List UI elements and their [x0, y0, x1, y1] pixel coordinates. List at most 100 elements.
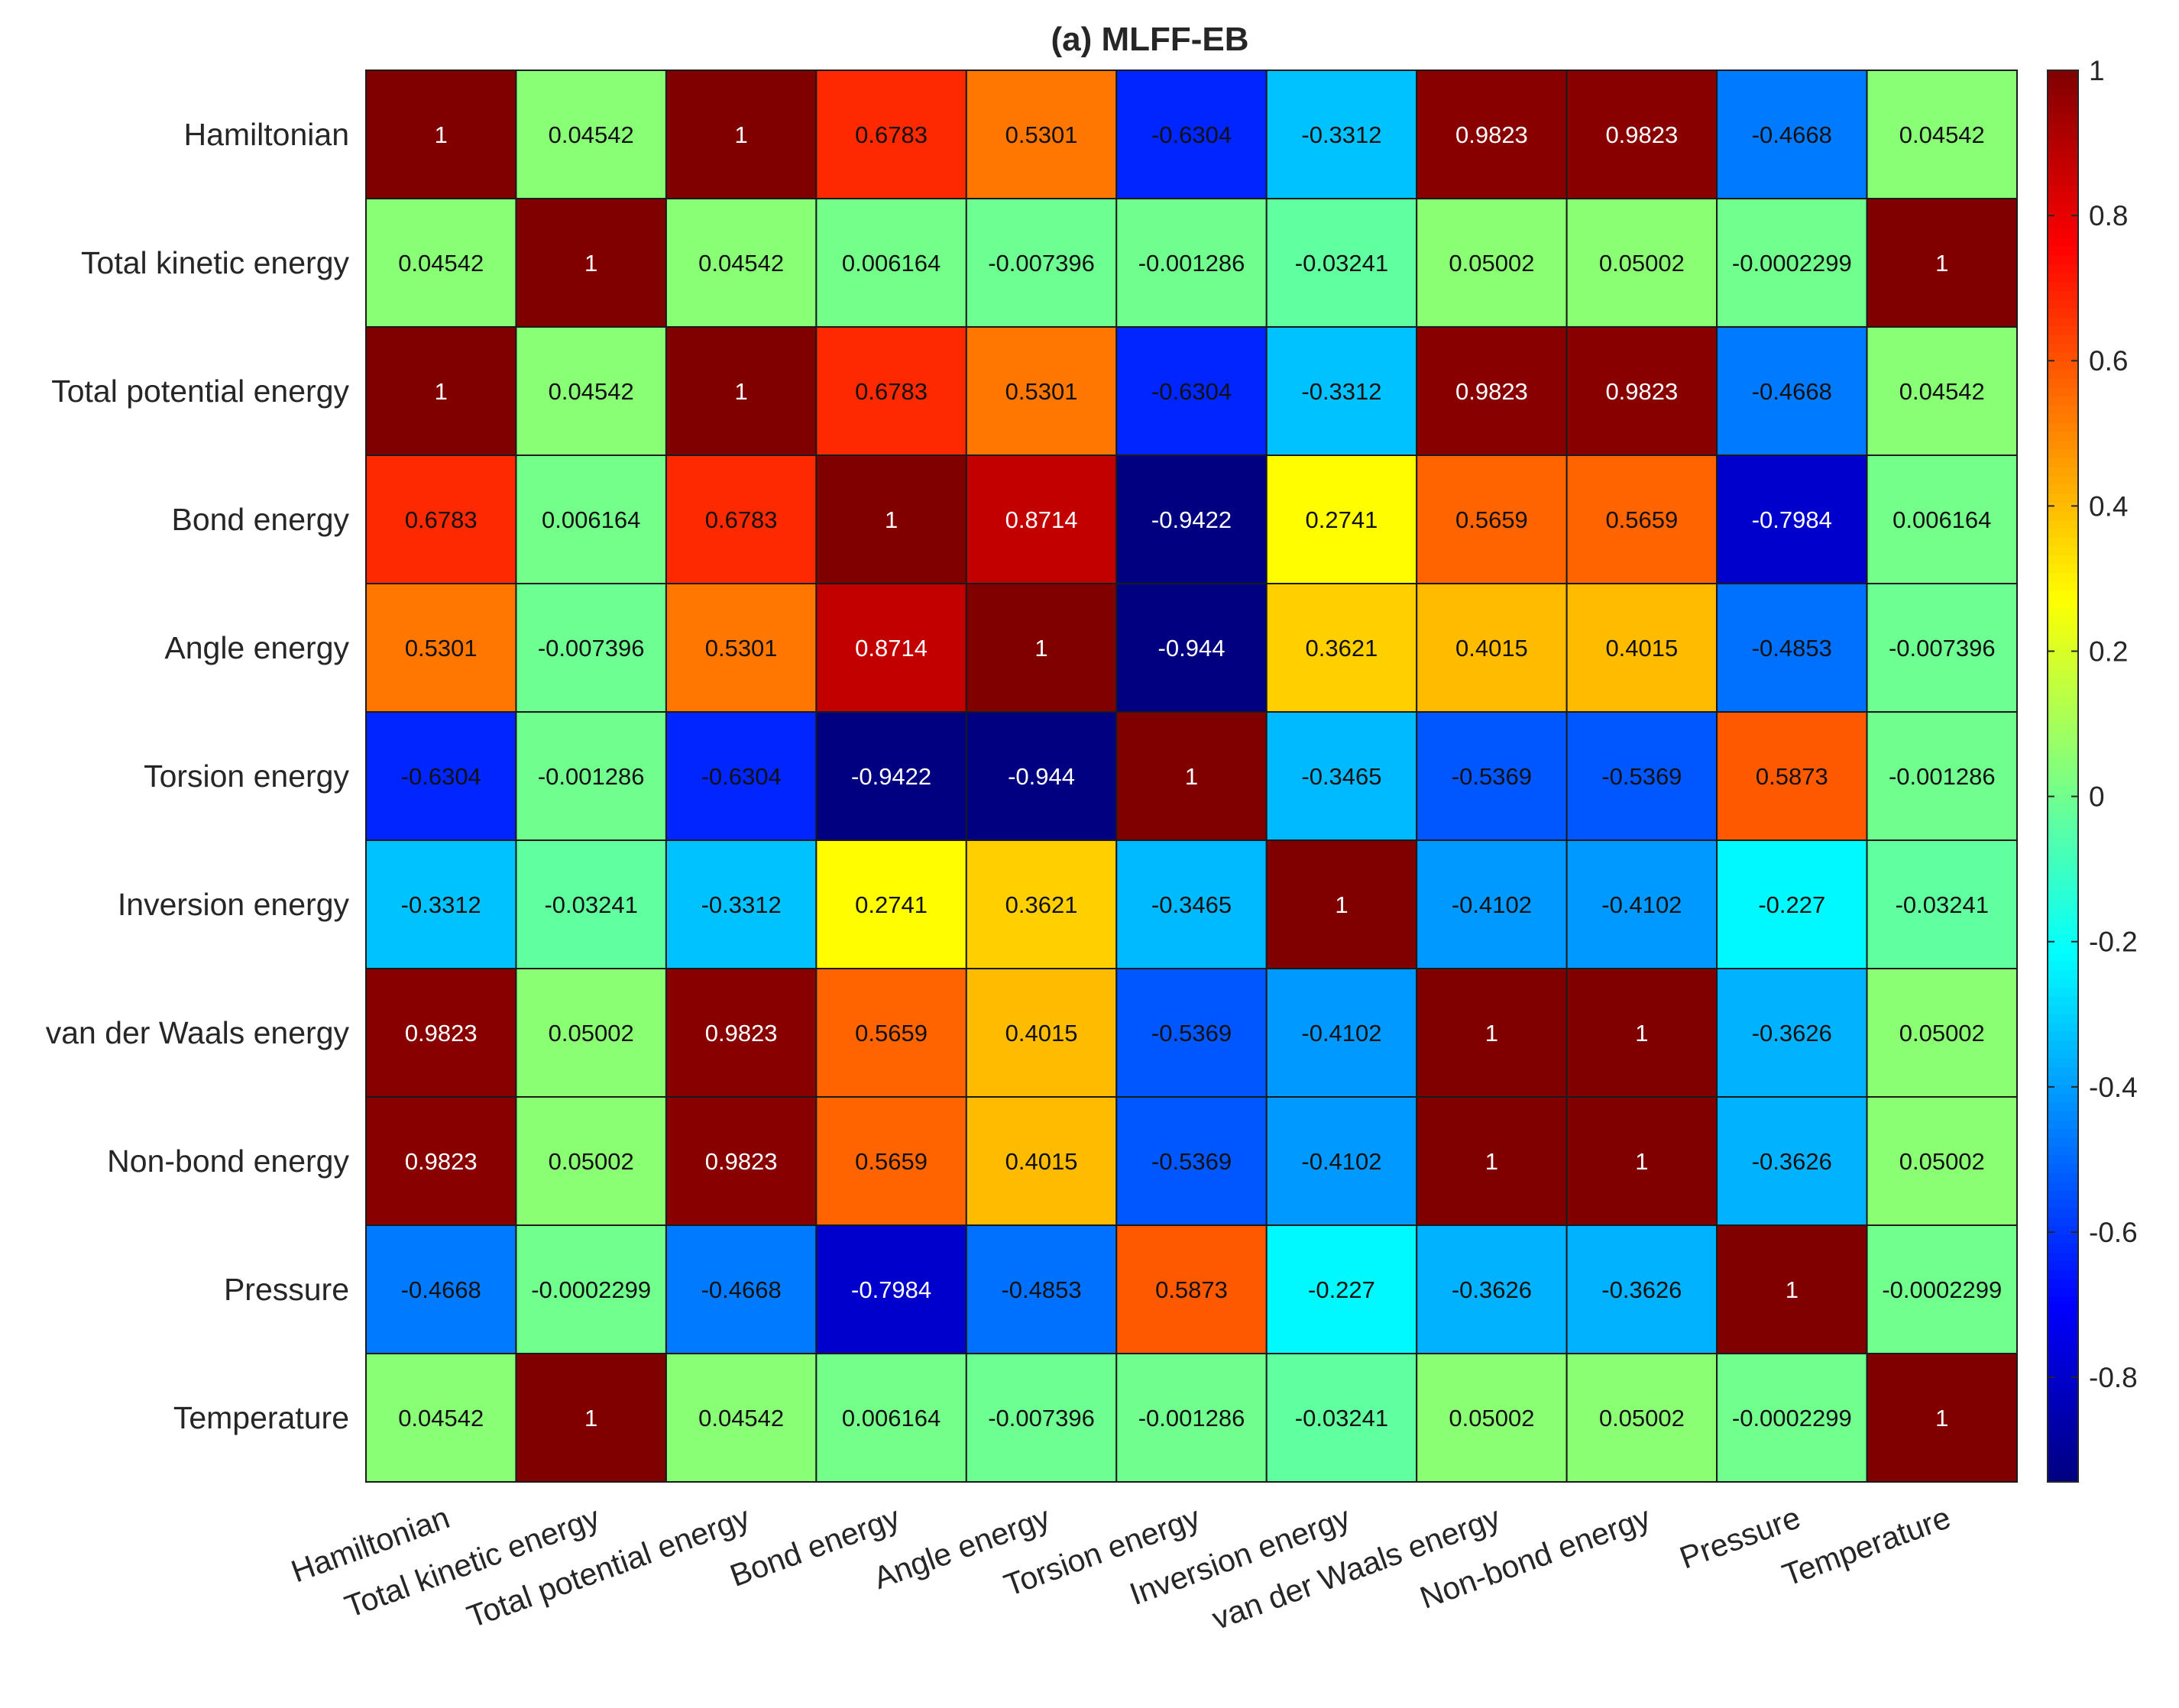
colorbar-segment [2048, 502, 2078, 513]
colorbar-segment [2048, 1287, 2078, 1298]
chart-title: (a) MLFF-EB [1051, 21, 1248, 58]
colorbar-segment [2048, 370, 2078, 380]
cell-value-label: 1 [584, 1405, 597, 1431]
colorbar-segment [2048, 1464, 2078, 1474]
cell-value-label: 0.05002 [1899, 1148, 1985, 1175]
cell-value-label: 0.006164 [842, 250, 941, 277]
colorbar-tick-label: 1 [2089, 55, 2105, 86]
heatmap-cell [1716, 454, 1868, 584]
cell-value-label: -0.5369 [1151, 1020, 1232, 1046]
colorbar-segment [2048, 1005, 2078, 1015]
cell-value-label: 0.2741 [1306, 506, 1378, 533]
heatmap-cell [1866, 1224, 2018, 1354]
colorbar-tick-label: -0.2 [2089, 927, 2138, 958]
colorbar-segment [2048, 114, 2078, 125]
cell-value-label: 0.04542 [549, 378, 634, 405]
cell-value-label: -0.03241 [544, 891, 637, 918]
colorbar-segment [2048, 953, 2078, 962]
colorbar-segment [2048, 626, 2078, 636]
heatmap-cell [1716, 839, 1868, 969]
heatmap-cell [665, 70, 818, 199]
cell-value-label: -0.007396 [538, 635, 645, 662]
heatmap-cell [365, 1096, 517, 1226]
cell-value-label: 0.04542 [698, 1405, 784, 1431]
heatmap-cell [1716, 198, 1868, 328]
cell-value-label: 0.9823 [405, 1148, 478, 1175]
heatmap-cell [1565, 1096, 1718, 1226]
heatmap-cell [1716, 583, 1868, 713]
heatmap-cell [1265, 198, 1418, 328]
heatmap-cell [665, 326, 818, 456]
colorbar-segment [2048, 1446, 2078, 1457]
cell-value-label: -0.007396 [1889, 635, 1996, 662]
colorbar-segment [2048, 1067, 2078, 1077]
colorbar-segment [2048, 943, 2078, 953]
colorbar-segment [2048, 749, 2078, 759]
colorbar-segment [2048, 1455, 2078, 1465]
colorbar-segment [2048, 484, 2078, 495]
colorbar-segment [2048, 1173, 2078, 1183]
heatmap-cell [365, 711, 517, 841]
heatmap-cell [665, 198, 818, 328]
heatmap-cell [665, 1224, 818, 1354]
heatmap-cell [1115, 198, 1268, 328]
colorbar-segment [2048, 325, 2078, 336]
colorbar-segment [2048, 608, 2078, 618]
heatmap-cell [1115, 968, 1268, 1098]
heatmap-cell [965, 1353, 1118, 1483]
heatmap-cell [1866, 1353, 2018, 1483]
colorbar-segment [2048, 1314, 2078, 1324]
colorbar-segment [2048, 396, 2078, 406]
heatmap-cell [815, 70, 967, 199]
colorbar-segment [2048, 423, 2078, 433]
cell-value-label: 0.3621 [1306, 635, 1378, 662]
colorbar-segment [2048, 467, 2078, 477]
colorbar-segment [2048, 1137, 2078, 1147]
colorbar-segment [2048, 449, 2078, 459]
heatmap-cell [365, 70, 517, 199]
colorbar-segment [2048, 811, 2078, 821]
cell-value-label: -0.03241 [1295, 250, 1388, 277]
cell-value-label: 0.8714 [855, 635, 928, 662]
heatmap-cells [365, 70, 2018, 1483]
colorbar-segment [2048, 264, 2078, 274]
colorbar-segment [2048, 1349, 2078, 1360]
colorbar-segment [2048, 802, 2078, 812]
heatmap-cell [1416, 1353, 1568, 1483]
heatmap-cell [1265, 839, 1418, 969]
colorbar-segment [2048, 282, 2078, 292]
colorbar-segment [2048, 687, 2078, 697]
cell-value-label: 1 [435, 121, 448, 148]
cell-value-label: 0.04542 [1899, 121, 1985, 148]
heatmap-cell [665, 583, 818, 713]
heatmap-cell [1416, 1096, 1568, 1226]
cell-value-label: -0.4102 [1301, 1020, 1381, 1046]
cell-value-label: -0.227 [1308, 1276, 1375, 1303]
colorbar-segment [2048, 934, 2078, 945]
colorbar-segment [2048, 1367, 2078, 1377]
heatmap-cell [1866, 70, 2018, 199]
cell-value-label: -0.4102 [1452, 891, 1532, 918]
colorbar-segment [2048, 387, 2078, 398]
colorbar-segment [2048, 1058, 2078, 1068]
colorbar-segment [2048, 131, 2078, 142]
colorbar-segment [2048, 1199, 2078, 1209]
colorbar-segment [2048, 794, 2078, 804]
cell-value-label: 0.9823 [1605, 121, 1678, 148]
cell-value-label: -0.001286 [1138, 250, 1245, 277]
cell-value-label: 1 [1935, 250, 1948, 277]
cell-value-label: -0.4668 [401, 1276, 481, 1303]
heatmap-cell [1565, 326, 1718, 456]
y-axis-labels: Hamiltonian Total kinetic energy Total pot… [46, 117, 350, 1435]
heatmap-cell [1565, 711, 1718, 841]
cell-value-label: -0.0002299 [1732, 250, 1852, 277]
colorbar-segment [2048, 96, 2078, 106]
colorbar-segment [2048, 1050, 2078, 1059]
colorbar-segment [2048, 379, 2078, 389]
heatmap-cell [1115, 1096, 1268, 1226]
cell-value-label: -0.4102 [1301, 1148, 1381, 1175]
cell-value-label: -0.6304 [401, 763, 481, 790]
colorbar-tick-label: 0.4 [2089, 490, 2128, 522]
cell-value-label: 0.2741 [855, 891, 928, 918]
